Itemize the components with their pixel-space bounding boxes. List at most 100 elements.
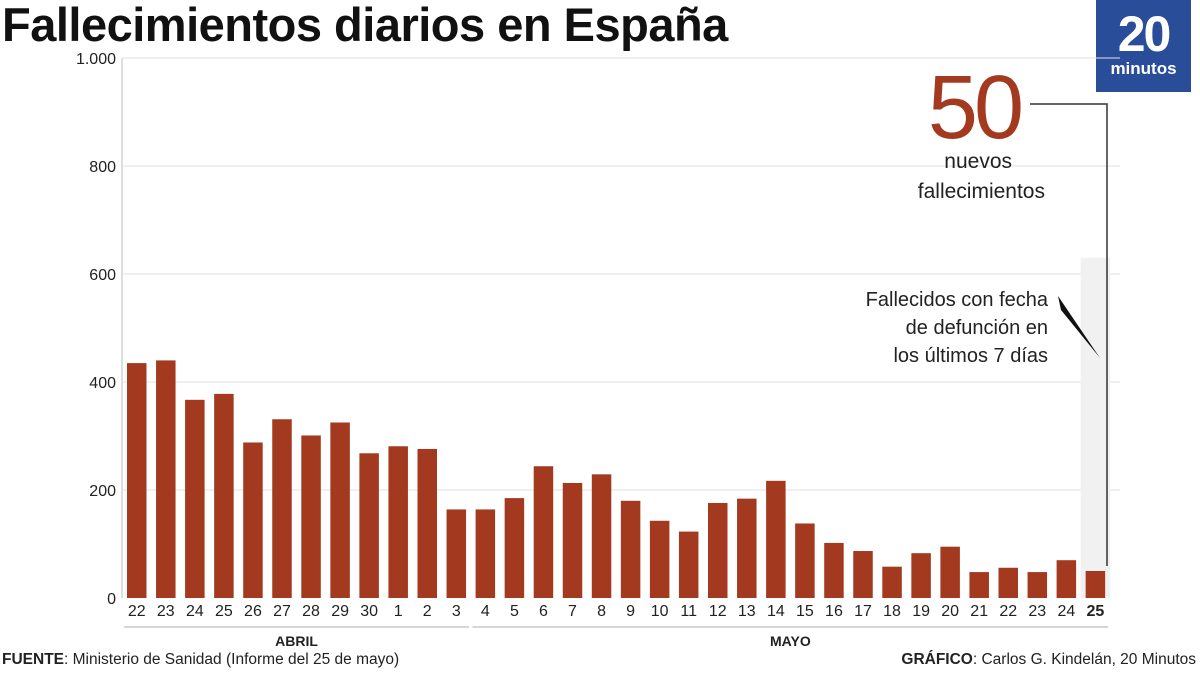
big-value-50: 50 [928, 58, 1021, 158]
x-tick-label: 23 [157, 603, 175, 620]
bar [185, 399, 205, 598]
x-tick-label: 7 [568, 603, 577, 620]
bar [795, 523, 815, 598]
bar [940, 546, 960, 598]
x-tick-label: 5 [510, 603, 519, 620]
bar [969, 572, 989, 598]
bar [678, 531, 699, 598]
bar [127, 363, 147, 598]
y-axis-ticks: 0 200 400 600 800 1.000 [76, 51, 116, 608]
x-tick-label: 6 [539, 603, 548, 620]
bar [737, 498, 757, 598]
callout-line [1030, 103, 1108, 566]
logo-word: minutos [1110, 59, 1177, 78]
bar [649, 520, 670, 598]
bar [156, 360, 176, 598]
bar [1085, 571, 1106, 598]
highlight-band [1080, 257, 1111, 598]
bar [504, 498, 525, 598]
x-tick-label: 14 [767, 603, 785, 620]
credit-text: : Carlos G. Kindelán, 20 Minutos [972, 651, 1196, 668]
bar [214, 393, 234, 598]
x-tick-label: 4 [481, 603, 490, 620]
x-tick-label: 28 [302, 603, 320, 620]
x-tick-label: 9 [626, 603, 635, 620]
big-caption-line2: fallecimientos [918, 180, 1045, 203]
month-label: MAYO [770, 633, 811, 649]
bar [620, 500, 641, 598]
x-tick-label: 1 [394, 603, 403, 620]
bar [475, 509, 496, 598]
bar [1056, 560, 1077, 598]
bar [911, 553, 931, 598]
bar [243, 442, 263, 598]
x-tick-label: 25 [1087, 603, 1105, 620]
x-tick-label: 22 [999, 603, 1017, 620]
bar [417, 448, 437, 598]
bar [853, 551, 873, 598]
x-tick-label: 11 [680, 603, 697, 620]
x-tick-label: 22 [128, 603, 146, 620]
x-tick-label: 12 [709, 603, 727, 620]
bar [766, 480, 786, 598]
credit-note: GRÁFICO: Carlos G. Kindelán, 20 Minutos [901, 651, 1196, 669]
highlight-band-rect [1080, 257, 1111, 598]
bar [359, 453, 379, 598]
x-tick-label: 17 [854, 603, 872, 620]
x-tick-label: 15 [796, 603, 814, 620]
big-caption-line1: nuevos [944, 150, 1012, 173]
x-tick-label: 2 [423, 603, 432, 620]
x-tick-label: 21 [970, 603, 988, 620]
y-tick-label: 600 [89, 267, 116, 284]
x-tick-label: 25 [215, 603, 233, 620]
y-tick-label: 0 [107, 591, 116, 608]
y-tick-label: 400 [89, 375, 116, 392]
x-tick-label: 23 [1028, 603, 1046, 620]
brand-logo: 20 minutos [1096, 0, 1191, 92]
y-tick-label: 800 [89, 159, 116, 176]
chart-title: Fallecimientos diarios en España [2, 0, 728, 51]
source-text: : Ministerio de Sanidad (Informe del 25 … [64, 651, 400, 668]
y-tick-label: 200 [89, 483, 116, 500]
x-tick-label: 24 [186, 603, 204, 620]
note-line2: de defunción en [906, 317, 1048, 339]
bar [998, 567, 1018, 598]
logo-number: 20 [1117, 6, 1172, 62]
credit-label: GRÁFICO [901, 651, 973, 668]
source-note: FUENTE: Ministerio de Sanidad (Informe d… [2, 651, 399, 669]
bars [127, 360, 1106, 598]
month-labels: ABRIL MAYO [124, 626, 1109, 649]
note-line3: los últimos 7 días [893, 345, 1048, 367]
x-tick-label: 3 [452, 603, 461, 620]
x-tick-label: 8 [597, 603, 606, 620]
bar [388, 446, 408, 598]
x-tick-label: 18 [883, 603, 901, 620]
bar [301, 435, 321, 598]
x-tick-label: 27 [273, 603, 291, 620]
bar [562, 482, 583, 598]
bar [824, 542, 844, 598]
x-axis-ticks: 22 23 24 25 26 27 28 29 30 1 2 3 4 5 6 7 8 9 10 11 12 13 14 15 1… [128, 603, 1105, 620]
bar [591, 474, 612, 598]
x-tick-label: 29 [331, 603, 349, 620]
bar [882, 566, 902, 598]
x-tick-label: 20 [941, 603, 959, 620]
bar [330, 422, 350, 598]
bar [446, 509, 467, 598]
bar [533, 466, 554, 598]
note-line1: Fallecidos con fecha [866, 289, 1049, 311]
x-tick-label: 30 [360, 603, 378, 620]
x-tick-label: 26 [244, 603, 262, 620]
x-tick-label: 19 [912, 603, 930, 620]
bar [708, 502, 728, 598]
bar [272, 419, 292, 598]
y-tick-label: 1.000 [76, 51, 116, 68]
x-tick-label: 10 [651, 603, 669, 620]
bar [1027, 572, 1048, 598]
x-tick-label: 13 [738, 603, 756, 620]
x-tick-label: 16 [825, 603, 843, 620]
note-pointer [1058, 296, 1100, 358]
source-label: FUENTE [2, 651, 64, 668]
